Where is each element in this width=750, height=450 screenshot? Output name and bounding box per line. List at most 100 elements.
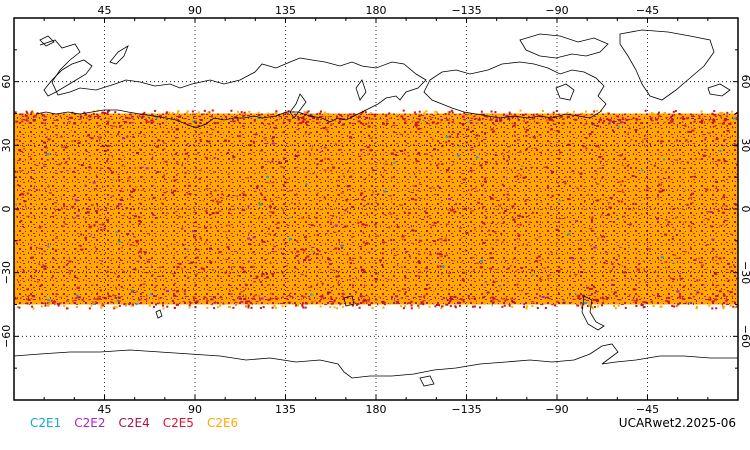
occultation-speckle [166,212,169,214]
occultation-speckle [288,119,292,121]
occultation-speckle [399,204,403,206]
occultation-speckle [253,294,257,296]
occultation-speckle [488,234,492,236]
occultation-speckle [198,115,201,117]
occultation-speckle [497,200,500,202]
occultation-speckle [663,178,667,179]
occultation-edge-speckle [735,305,738,308]
occultation-speckle [621,164,624,166]
occultation-speckle [619,154,623,157]
occultation-speckle [51,299,53,302]
occultation-speckle [244,283,247,285]
occultation-speckle [338,118,342,121]
occultation-speckle [163,192,167,194]
occultation-speckle [74,119,76,121]
occultation-speckle [337,280,339,283]
occultation-speckle [261,240,265,243]
occultation-speckle [711,122,714,124]
occultation-speckle [106,160,109,163]
occultation-speckle [507,198,510,201]
occultation-speckle [94,303,96,305]
occultation-speckle [305,183,308,186]
occultation-edge-speckle [213,307,216,310]
occultation-speckle [647,160,650,162]
occultation-speckle [102,185,103,188]
occultation-speckle [729,291,731,293]
occultation-speckle [187,158,188,160]
occultation-speckle [171,128,173,130]
occultation-speckle [366,242,369,245]
occultation-speckle [700,120,703,123]
occultation-speckle [245,284,248,287]
occultation-speckle [304,302,308,305]
occultation-speckle [657,258,659,260]
occultation-speckle [672,211,673,213]
occultation-speckle [206,298,208,300]
occultation-speckle [310,285,313,288]
occultation-edge-speckle [617,304,620,307]
occultation-speckle [31,276,33,279]
occultation-speckle [588,290,590,292]
occultation-edge-speckle [194,306,197,309]
occultation-speckle [479,266,483,269]
occultation-speckle [684,189,687,191]
occultation-speckle [94,250,97,252]
occultation-speckle [432,115,435,117]
occultation-speckle [509,119,510,122]
occultation-speckle [469,301,472,303]
occultation-speckle [658,190,662,193]
occultation-speckle [373,113,377,116]
occultation-speckle [181,297,184,299]
occultation-speckle [585,137,588,139]
occultation-speckle [119,264,121,266]
occultation-speckle [96,149,100,151]
occultation-speckle [665,116,668,118]
occultation-speckle [595,291,599,293]
occultation-speckle [541,269,543,271]
occultation-speckle [727,262,730,265]
occultation-speckle [297,123,301,125]
occultation-edge-speckle [418,306,421,309]
occultation-speckle [224,116,227,118]
occultation-speckle [53,300,55,303]
occultation-speckle [278,116,282,118]
occultation-speckle [154,289,155,291]
occultation-speckle [477,118,481,121]
lon-tick-label: 180 [366,4,387,17]
occultation-coverage-band [14,109,738,310]
occultation-speckle [480,183,482,185]
occultation-speckle [461,279,465,282]
occultation-speckle [101,167,104,169]
occultation-speckle [587,193,589,196]
occultation-speckle [302,265,304,266]
occultation-speckle [534,238,536,240]
occultation-speckle [445,236,447,239]
occultation-speckle [174,137,178,139]
occultation-edge-speckle [207,111,210,114]
occultation-speckle [675,148,677,151]
occultation-speckle [458,231,460,233]
occultation-speckle [497,300,501,302]
occultation-speckle [250,117,252,119]
occultation-edge-speckle [657,111,660,114]
occultation-speckle [60,171,64,173]
occultation-speckle [302,296,306,298]
occultation-speckle [92,181,96,184]
occultation-speckle [196,256,199,259]
occultation-speckle [362,241,365,244]
occultation-speckle [549,274,552,276]
scandinavia-coast [43,59,93,97]
occultation-speckle [93,116,97,117]
occultation-speckle [323,169,327,171]
occultation-speckle [414,198,417,201]
occultation-speckle [164,288,166,291]
occultation-speckle [699,262,703,264]
occultation-speckle [514,122,516,125]
occultation-speckle [445,223,449,225]
occultation-speckle [186,193,188,195]
occultation-speckle [188,123,190,124]
occultation-speckle [137,251,139,253]
occultation-speckle [539,288,541,291]
occultation-edge-speckle [186,110,189,113]
occultation-speckle [211,196,213,198]
